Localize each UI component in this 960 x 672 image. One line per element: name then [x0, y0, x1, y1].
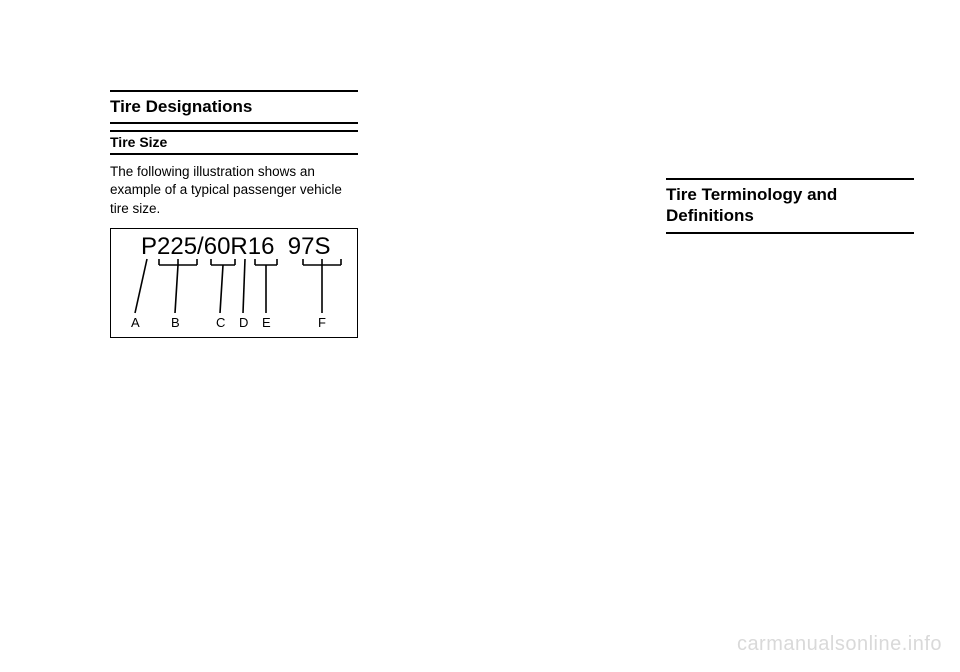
diagram-letter: C: [216, 315, 225, 330]
diagram-letter: F: [318, 315, 326, 330]
column-2: [388, 90, 636, 338]
spacer: [666, 90, 914, 178]
diagram-letter: E: [262, 315, 271, 330]
watermark: carmanualsonline.info: [737, 633, 942, 656]
tire-size-diagram: P225/60R16 97S ABCDEF: [110, 228, 358, 338]
diagram-letter: A: [131, 315, 140, 330]
heading-text: Tire Designations: [110, 96, 358, 117]
subheading-tire-size: Tire Size: [110, 130, 358, 155]
diagram-letter: D: [239, 315, 248, 330]
diagram-letter: B: [171, 315, 180, 330]
subheading-text: Tire Size: [110, 134, 358, 150]
diagram-letter-row: A B CDE F: [111, 315, 357, 331]
page-container: Tire Designations Tire Size The followin…: [0, 0, 960, 378]
heading-tire-designations: Tire Designations: [110, 90, 358, 124]
column-3: Tire Terminology and Definitions: [666, 90, 914, 338]
intro-paragraph: The following illustration shows an exam…: [110, 163, 358, 218]
column-1: Tire Designations Tire Size The followin…: [110, 90, 358, 338]
heading-text: Tire Terminology and Definitions: [666, 184, 914, 227]
heading-tire-terminology: Tire Terminology and Definitions: [666, 178, 914, 234]
